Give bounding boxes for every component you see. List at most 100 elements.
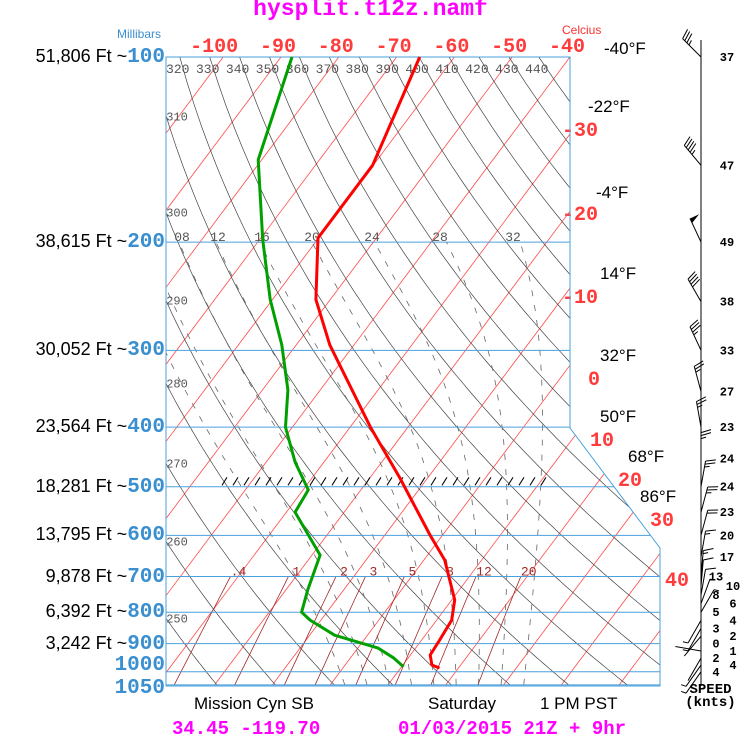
- dry-adiabat-label: 270: [166, 457, 188, 471]
- wind-barb: [675, 645, 702, 652]
- dry-adiabat-line: [538, 57, 660, 686]
- dry-adiabat-line: [358, 57, 660, 686]
- isotherm-label: -80: [317, 36, 354, 59]
- moist-adiabat-line: [178, 241, 390, 685]
- tropopause-hatch: [364, 477, 371, 486]
- wind-speed-label: 23: [720, 506, 734, 520]
- altitude-label: 3,242 Ft ~: [45, 632, 128, 653]
- dry-adiabat-label: 290: [166, 295, 188, 309]
- dry-adiabat-label: 380: [346, 62, 369, 77]
- isotherm-line: [618, 57, 660, 686]
- wind-feather: [682, 29, 689, 39]
- altitude-label: 30,052 Ft ~: [35, 339, 128, 360]
- wind-speed-label: 20: [720, 529, 734, 543]
- pressure-row: 18,281 Ft ~500: [0, 475, 165, 499]
- wind-speed-label: 3: [712, 622, 719, 636]
- tropopause-hatch: [441, 477, 448, 486]
- mixing-ratio-label: 3: [370, 565, 378, 580]
- isotherm-line: [166, 57, 629, 686]
- forecast-day: Saturday: [428, 694, 497, 713]
- altitude-label: 6,392 Ft ~: [45, 601, 128, 622]
- dry-adiabat-label: 320: [166, 62, 189, 77]
- pressure-row: 38,615 Ft ~200: [0, 230, 165, 254]
- wind-barb: [682, 38, 702, 58]
- wind-barb: [687, 278, 702, 302]
- pressure-label: 700: [127, 565, 165, 589]
- tropopause-hatch: [408, 477, 415, 486]
- wind-half-feather: [680, 690, 687, 694]
- speed-axis-label: SPEED (knts): [680, 682, 741, 710]
- moist-adiabat-line: [519, 241, 543, 685]
- tropopause-hatch: [419, 477, 426, 486]
- chart-title: hysplit.t12z.namf: [253, 0, 488, 22]
- tropopause-hatch: [507, 477, 514, 486]
- isotherm-line: [166, 57, 224, 686]
- pressure-row: 1050: [0, 676, 165, 700]
- isotherm-label: -50: [491, 36, 528, 59]
- wind-barb: [700, 569, 707, 596]
- wind-feather: [690, 276, 699, 285]
- speed-label: SPEED: [689, 682, 732, 698]
- dry-adiabat-label: 260: [166, 536, 188, 550]
- dry-adiabat-line: [299, 57, 660, 686]
- dry-adiabat-line: [388, 57, 660, 686]
- isotherm-line: [0, 57, 165, 685]
- wind-feather: [700, 429, 712, 434]
- isotherm-label: -70: [375, 36, 412, 59]
- diagram-lines: [0, 57, 660, 686]
- moist-adiabat-line: [374, 241, 480, 685]
- wind-barb: [700, 579, 711, 604]
- celsius-label: Celcius: [562, 23, 602, 37]
- isotherm-line: [166, 57, 397, 686]
- moist-adiabat-label: 08: [174, 230, 190, 245]
- isotherm-label: -100: [190, 36, 239, 59]
- wind-feather: [692, 278, 701, 288]
- isotherm-label: 10: [590, 430, 615, 453]
- tropopause-hatch: [309, 477, 316, 486]
- dry-adiabat-label: 310: [166, 111, 188, 125]
- wind-barb: [687, 657, 702, 681]
- dry-adiabat-line: [166, 57, 276, 686]
- dry-adiabat-line: [239, 57, 660, 686]
- wind-half-feather: [713, 589, 720, 592]
- wind-feather: [687, 271, 696, 280]
- dewpoint-line: [256, 56, 405, 668]
- moist-adiabat-line: [446, 241, 508, 685]
- isotherm-label: 30: [650, 510, 675, 533]
- wind-feather: [692, 324, 701, 333]
- dry-adiabat-label: 360: [286, 62, 309, 77]
- isotherm-label: 20: [618, 470, 643, 493]
- dry-adiabat-label: 390: [375, 62, 398, 77]
- tropopause-hatch: [232, 477, 239, 486]
- wind-feather: [689, 319, 699, 328]
- model-run: 01/03/2015 21Z + 9hr: [398, 718, 627, 740]
- pressure-label: 600: [127, 524, 165, 548]
- isotherm-label: -20: [562, 204, 599, 227]
- dry-adiabat-label: 410: [435, 62, 458, 77]
- moist-adiabat-line: [166, 241, 346, 685]
- mixing-ratio-line: [355, 576, 405, 685]
- wind-feather: [687, 140, 695, 151]
- station-name: Mission Cyn SB: [194, 694, 314, 713]
- dry-adiabat-label: 330: [196, 62, 219, 77]
- fahrenheit-label: -4°F: [596, 183, 629, 202]
- mixing-ratio-line: [284, 576, 337, 685]
- wind-feather: [705, 567, 716, 570]
- wind-half-feather: [704, 465, 710, 468]
- wind-half-feather: [704, 533, 711, 535]
- tropopause-hatch: [518, 477, 525, 486]
- wind-speed-label: 13: [709, 571, 723, 585]
- dry-adiabat-line: [418, 57, 660, 686]
- dry-adiabat-label: 420: [465, 62, 488, 77]
- pressure-label: 500: [127, 475, 165, 499]
- wind-feather: [696, 396, 707, 402]
- moist-adiabat-label: 28: [432, 230, 448, 245]
- isotherm-label: -60: [433, 36, 470, 59]
- isotherm-line: [166, 57, 513, 686]
- wind-speed-label: 10: [726, 580, 740, 594]
- wind-feather: [689, 143, 697, 153]
- isotherm-line: [329, 57, 660, 686]
- wind-barb: [687, 628, 702, 652]
- isotherm-line: [272, 57, 660, 686]
- dry-adiabat-line: [628, 57, 660, 686]
